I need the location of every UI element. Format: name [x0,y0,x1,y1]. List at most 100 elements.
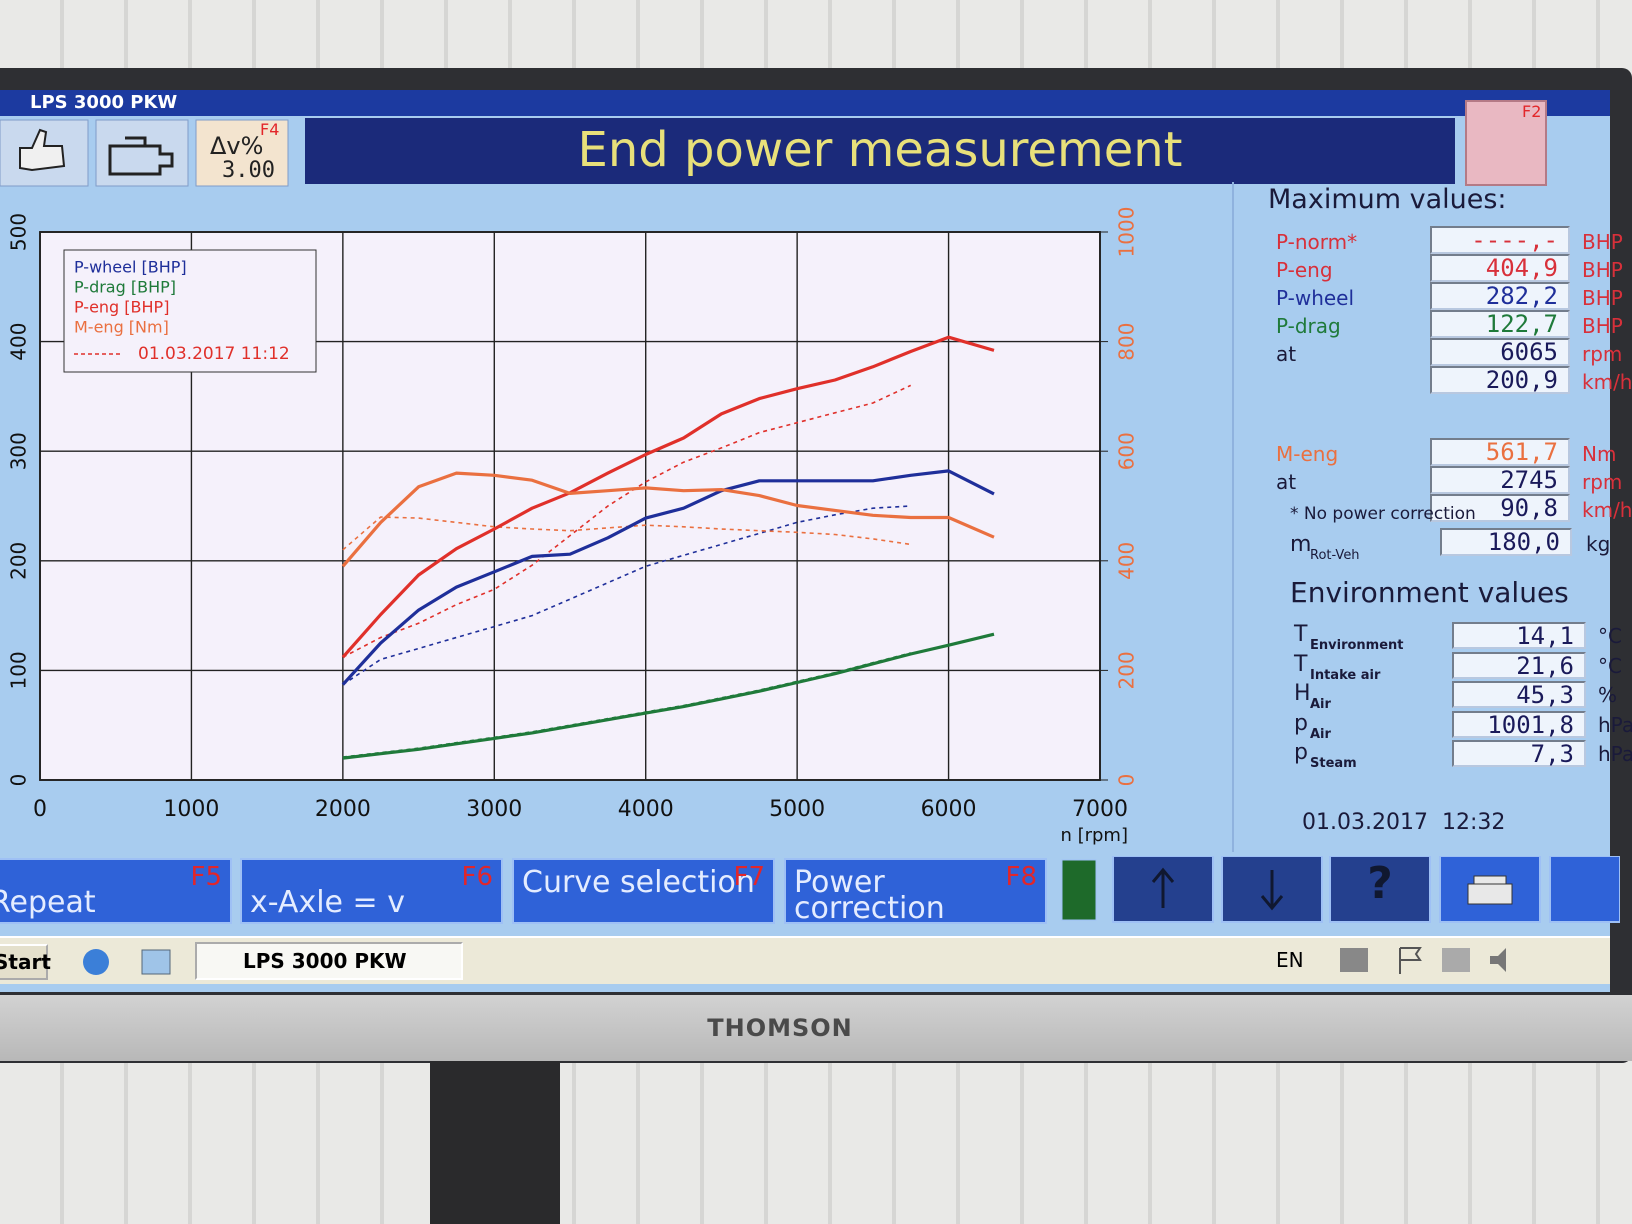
row-unit: rpm [1582,342,1623,366]
function-button[interactable]: Power correction F8 [784,858,1047,924]
task-button[interactable]: LPS 3000 PKW [195,942,463,980]
env-label: T [1294,651,1308,677]
function-button[interactable]: x-Axle = v F6 [240,858,503,924]
monitor-frame [0,995,1632,1061]
printer-icon [1467,875,1513,905]
network-icon[interactable] [1442,948,1470,972]
row-unit: BHP [1582,314,1623,338]
button-label: Power correction [794,865,945,926]
mass-value: 180,0 [1440,528,1572,556]
delta-value: 3.00 [222,158,275,183]
series-line [341,471,995,568]
row-label: P-eng [1276,258,1333,282]
window-title: LPS 3000 PKW [0,90,1610,116]
y-tick-label: 500 [7,213,31,251]
series-line [342,632,995,760]
datetime: 01.03.2017 12:32 [1302,810,1506,835]
legend-entry: P-wheel [BHP] [74,258,187,277]
quick-launch [83,949,171,975]
x-axis-label: n [rpm] [1060,825,1128,846]
row-value: 561,7 [1430,438,1570,466]
env-value: 1001,8 [1452,710,1586,738]
env-unit: °C [1598,653,1622,678]
x-tick-label: 6000 [921,797,977,822]
language: EN [1276,948,1304,972]
y-tick-label: 200 [7,542,31,580]
row-unit: BHP [1582,286,1623,310]
y2-tick-label: 1000 [1115,207,1139,258]
row-unit: km/h [1582,370,1632,394]
y2-tick-label: 0 [1115,774,1139,787]
row-label: P-drag [1276,314,1341,338]
legend-entry: P-drag [BHP] [74,278,176,297]
monitor-stand [430,1061,560,1224]
series-line [341,335,995,659]
y2-tick-label: 400 [1115,542,1139,580]
row-value: 404,9 [1430,254,1570,282]
extra-button[interactable] [1549,856,1620,923]
comparison-line [342,384,912,658]
environment-title: Environment values [1290,576,1569,609]
row-label: P-wheel [1276,286,1355,310]
legend-entry: M-eng [Nm] [74,318,169,337]
delta-key: F4 [260,120,280,139]
f2-button[interactable] [1465,100,1547,186]
volume-icon[interactable] [1490,948,1506,972]
screen-title: End power measurement [305,118,1455,184]
x-tick-label: 4000 [618,797,674,822]
y-tick-label: 400 [7,323,31,361]
y-tick-label: 0 [7,774,31,787]
start-button[interactable]: Start [0,944,51,980]
flag-icon[interactable] [1399,947,1422,974]
env-sub: Steam [1310,756,1357,771]
legend-entry: P-eng [BHP] [74,298,169,317]
engine-icon [108,136,174,176]
y2-tick-label: 600 [1115,432,1139,470]
up-arrow [1151,867,1175,908]
legend-comparison: 01.03.2017 11:12 [138,344,290,364]
x-tick-label: 5000 [769,797,825,822]
y-tick-label: 100 [7,651,31,689]
desktop-icon[interactable] [141,949,171,975]
series-line [341,469,995,686]
row-unit: Nm [1582,442,1617,466]
row-label: M-eng [1276,442,1339,466]
mass-unit: kg [1586,532,1611,556]
function-button[interactable]: Curve selection F7 [512,858,775,924]
row-value: 6065 [1430,338,1570,366]
row-value: 282,2 [1430,282,1570,310]
button-label: x-Axle = v [250,885,405,920]
toolbar-icons [0,119,289,187]
comparison-line [342,505,911,686]
function-button[interactable]: Repeat F5 [0,858,232,924]
row-value: 200,9 [1430,366,1570,394]
mass-label: m [1290,532,1312,557]
x-tick-label: 2000 [315,797,371,822]
function-key: F8 [1005,862,1038,892]
thumb-icon [19,128,66,172]
browser-icon[interactable] [83,949,109,975]
delta-button[interactable] [195,119,289,187]
down-arrow [1260,870,1284,911]
button-label: Repeat [0,885,96,920]
monitor-brand: THOMSON [707,1014,853,1042]
row-label: at [1276,342,1297,366]
env-label: p [1294,710,1308,736]
tray-icon[interactable] [1340,948,1368,972]
mass-sub: Rot-Veh [1310,548,1360,563]
env-value: 7,3 [1452,740,1586,767]
env-value: 45,3 [1452,681,1586,708]
env-sub: Air [1310,697,1331,712]
system-tray [1340,947,1506,974]
legend-box [63,249,317,373]
env-unit: hPa [1598,742,1632,766]
row-value: 2745 [1430,466,1570,494]
help-button[interactable] [1329,856,1431,923]
y2-tick-label: 200 [1115,651,1139,689]
help-label: ? [1367,858,1393,909]
values-panel [1232,182,1610,852]
row-value: 90,8 [1430,494,1570,522]
x-tick-label: 1000 [163,797,219,822]
x-tick-label: 3000 [466,797,522,822]
env-value: 21,6 [1452,651,1586,679]
